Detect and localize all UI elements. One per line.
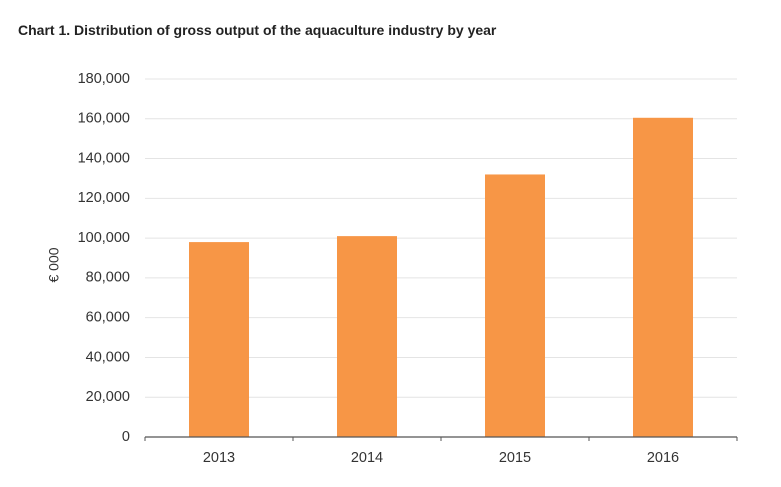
y-tick-label: 120,000 (78, 190, 130, 206)
y-tick-label: 60,000 (86, 309, 130, 325)
x-tick-label: 2013 (203, 450, 235, 466)
bar-2014 (337, 236, 397, 437)
y-axis-label: € 000 (46, 247, 62, 282)
y-tick-label: 160,000 (78, 111, 130, 127)
bars (189, 117, 693, 438)
y-tick-label: 40,000 (86, 349, 130, 365)
bar-2013 (189, 242, 249, 437)
y-tick-label: 80,000 (86, 270, 130, 286)
chart-title: Chart 1. Distribution of gross output of… (18, 22, 497, 38)
y-axis-ticks: 0 20,000 40,000 60,000 80,000 100,000 120,000 1… (78, 71, 130, 445)
y-tick-label: 100,000 (78, 230, 130, 246)
y-tick-label: 0 (122, 429, 130, 445)
bar-2015 (485, 174, 545, 437)
x-tick-label: 2015 (499, 450, 531, 466)
y-tick-label: 180,000 (78, 71, 130, 87)
bar-2016 (633, 117, 693, 438)
y-tick-label: 20,000 (86, 389, 130, 405)
x-tick-label: 2016 (647, 450, 679, 466)
x-tick-label: 2014 (351, 450, 383, 466)
y-tick-label: 140,000 (78, 150, 130, 166)
x-axis: 2013 2014 2015 2016 (144, 436, 738, 466)
